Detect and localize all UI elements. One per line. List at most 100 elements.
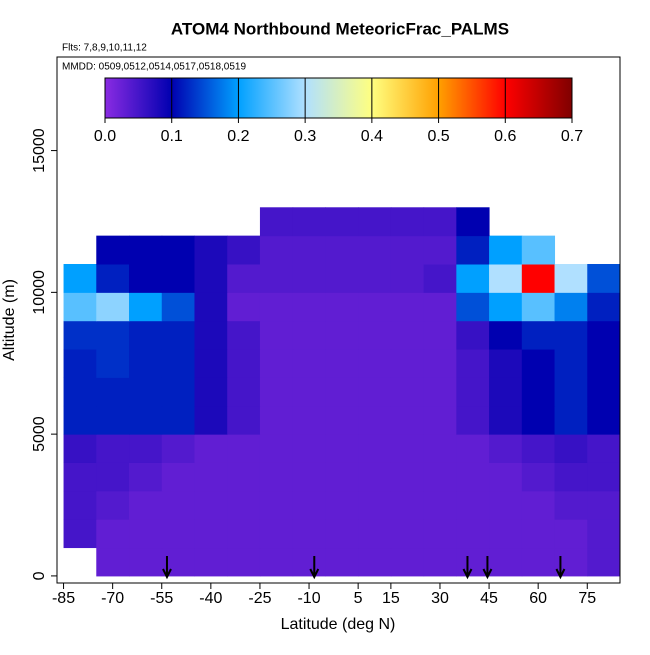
heat-cell	[129, 434, 163, 463]
heat-cell	[554, 462, 588, 492]
heat-cell	[292, 547, 326, 577]
heat-cell	[489, 263, 523, 293]
heat-cell	[423, 320, 457, 350]
heat-cell	[358, 263, 392, 293]
heat-cell	[358, 320, 392, 350]
heat-cell	[423, 490, 457, 520]
heat-cell	[554, 490, 588, 520]
heat-cell	[292, 292, 326, 322]
colorbar-tick-label: 0.7	[561, 128, 583, 145]
heat-cell	[129, 547, 163, 577]
heat-cell	[587, 490, 621, 520]
heat-cell	[325, 207, 359, 237]
heat-cell	[325, 434, 359, 463]
heat-cell	[161, 490, 195, 520]
heat-cell	[161, 377, 195, 407]
heat-cell	[194, 490, 228, 520]
heat-cell	[194, 292, 228, 322]
heat-cell	[292, 490, 326, 520]
heat-cell	[259, 490, 294, 520]
heat-cell	[456, 434, 490, 463]
heat-cell	[521, 349, 556, 378]
colorbar-tick-label: 0.0	[94, 128, 116, 145]
heat-cell	[194, 320, 228, 350]
heat-cell	[292, 405, 326, 435]
heat-cell	[423, 405, 457, 435]
heat-cell	[521, 434, 556, 463]
heat-cell	[259, 377, 294, 407]
y-tick-label: 15000	[31, 128, 48, 173]
heat-cell	[129, 320, 163, 350]
heat-cell	[390, 377, 425, 407]
heat-cell	[358, 292, 392, 322]
heat-cell	[358, 462, 392, 492]
y-tick-label: 5000	[31, 416, 48, 452]
heat-cell	[292, 434, 326, 463]
heat-cell	[521, 263, 556, 293]
x-tick-label: -40	[199, 590, 222, 607]
heat-cell	[129, 349, 163, 378]
heat-cell	[390, 434, 425, 463]
heat-cell	[390, 405, 425, 435]
heat-cell	[456, 263, 490, 293]
heat-cell	[358, 349, 392, 378]
x-tick-label: 75	[578, 590, 596, 607]
colorbar-tick-label: 0.5	[427, 128, 449, 145]
heat-cell	[96, 405, 130, 435]
heat-cell	[96, 349, 130, 378]
heat-cell	[554, 405, 588, 435]
heat-cell	[129, 263, 163, 293]
heat-cell	[456, 519, 490, 549]
heat-cell	[259, 519, 294, 549]
heat-cell	[227, 547, 261, 577]
heat-cell	[161, 349, 195, 378]
heat-cell	[325, 320, 359, 350]
heat-cell	[161, 519, 195, 549]
heat-cell	[292, 320, 326, 350]
heat-cell	[587, 320, 621, 350]
annotation: MMDD: 0509,0512,0514,0517,0518,0519	[62, 62, 246, 73]
y-axis-label: Altitude (m)	[1, 279, 18, 361]
heat-cell	[259, 405, 294, 435]
heat-cell	[129, 292, 163, 322]
heat-cell	[96, 320, 130, 350]
heat-cell	[161, 292, 195, 322]
heat-cell	[358, 434, 392, 463]
heat-cell	[63, 405, 97, 435]
heat-cell	[587, 349, 621, 378]
heat-cell	[63, 490, 97, 520]
heat-cell	[423, 263, 457, 293]
heat-cell	[129, 405, 163, 435]
heat-cell	[390, 235, 425, 265]
colorbar-tick-label: 0.2	[227, 128, 249, 145]
y-tick-label: 0	[31, 571, 48, 580]
heat-cell	[259, 320, 294, 350]
heat-cell	[259, 207, 294, 237]
arrow	[555, 556, 566, 580]
heat-cell	[96, 377, 130, 407]
heat-cell	[390, 207, 425, 237]
arrow	[462, 556, 473, 580]
heat-cell	[489, 349, 523, 378]
heat-cell	[521, 292, 556, 322]
heat-cell	[129, 377, 163, 407]
heat-cell	[63, 263, 97, 293]
heat-cell	[423, 207, 457, 237]
heat-cell	[325, 547, 359, 577]
heat-cell	[521, 547, 556, 577]
heat-cell	[292, 235, 326, 265]
heat-cell	[423, 349, 457, 378]
x-tick-label: -55	[150, 590, 173, 607]
heat-cell	[456, 462, 490, 492]
heat-cell	[292, 349, 326, 378]
heat-cell	[96, 490, 130, 520]
heat-cell	[227, 462, 261, 492]
heat-cell	[554, 434, 588, 463]
heat-cell	[227, 349, 261, 378]
heat-cell	[554, 519, 588, 549]
heat-cell	[63, 519, 97, 549]
heat-cell	[587, 292, 621, 322]
heat-cell	[161, 263, 195, 293]
heat-cell	[63, 462, 97, 492]
heat-cell	[194, 377, 228, 407]
